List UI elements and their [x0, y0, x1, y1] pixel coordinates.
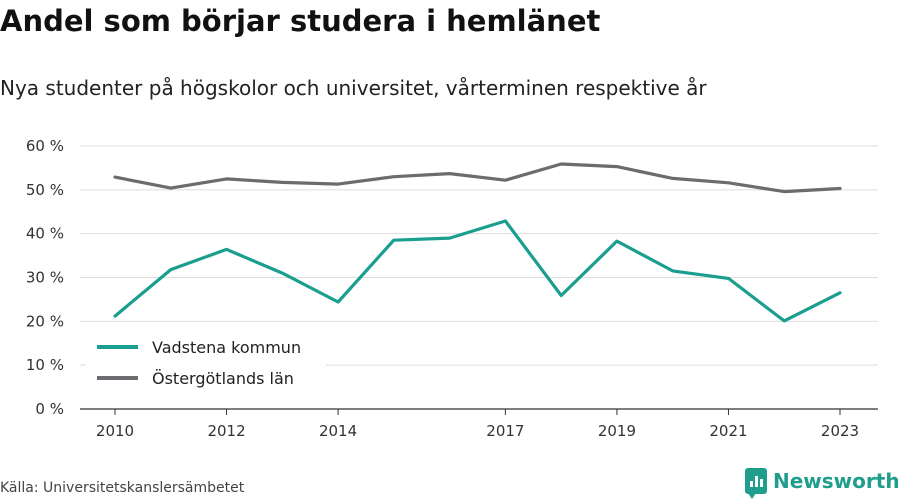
series-line-östergötlands-län — [113, 162, 842, 194]
line-chart: 0 % 10 % 20 % 30 % 40 % 50 % 60 % 2010 2012 2014 2… — [26, 137, 878, 440]
y-tick-label: 30 % — [26, 269, 64, 287]
y-tick-label: 20 % — [26, 312, 64, 330]
x-tick-label: 2012 — [207, 422, 245, 440]
x-tick-label: 2017 — [486, 422, 524, 440]
chart-title: Andel som börjar studera i hemlänet — [0, 4, 601, 38]
y-tick-label: 40 % — [26, 225, 64, 243]
y-tick-label: 10 % — [26, 356, 64, 374]
x-tick-label: 2023 — [821, 422, 859, 440]
legend-background — [86, 330, 326, 396]
x-tick-label: 2010 — [96, 422, 134, 440]
x-tick-label: 2014 — [319, 422, 357, 440]
series-line-vadstena-kommun — [113, 219, 842, 323]
bar-chart-icon — [745, 468, 767, 499]
brand-logo: Newsworthy — [745, 468, 900, 499]
legend-label: Östergötlands län — [152, 369, 294, 388]
x-tick-label: 2019 — [598, 422, 636, 440]
y-tick-label: 60 % — [26, 137, 64, 155]
chart-subtitle: Nya studenter på högskolor och universit… — [0, 76, 707, 100]
y-tick-label: 0 % — [35, 400, 64, 418]
x-tick-label: 2021 — [709, 422, 747, 440]
legend-label: Vadstena kommun — [152, 338, 301, 357]
source-note: Källa: Universitetskanslersämbetet — [0, 480, 245, 496]
brand-name: Newsworthy — [773, 469, 900, 493]
y-tick-label: 50 % — [26, 181, 64, 199]
